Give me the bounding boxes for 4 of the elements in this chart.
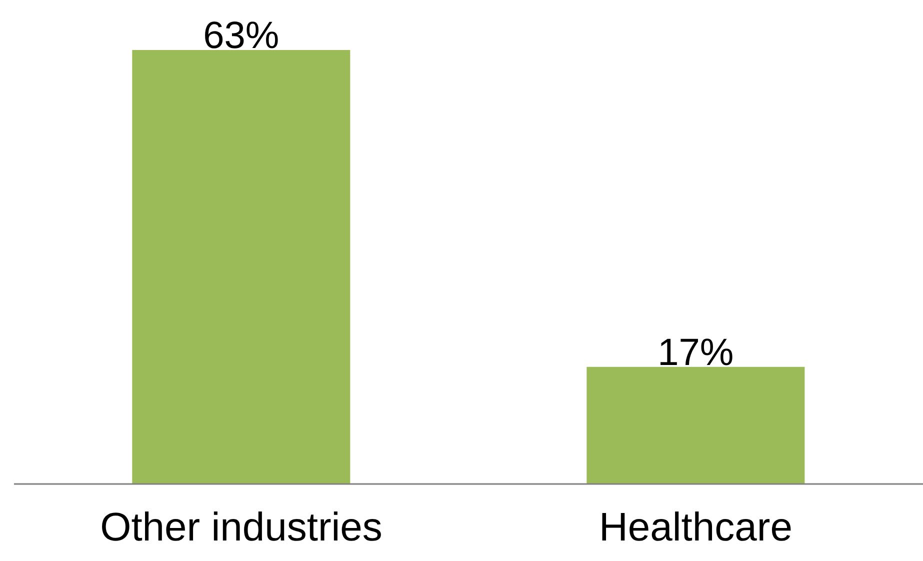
x-tick-label: Healthcare <box>599 505 792 550</box>
x-tick-label: Other industries <box>100 505 382 550</box>
data-label: 17% <box>658 332 734 374</box>
data-label: 63% <box>203 15 280 57</box>
